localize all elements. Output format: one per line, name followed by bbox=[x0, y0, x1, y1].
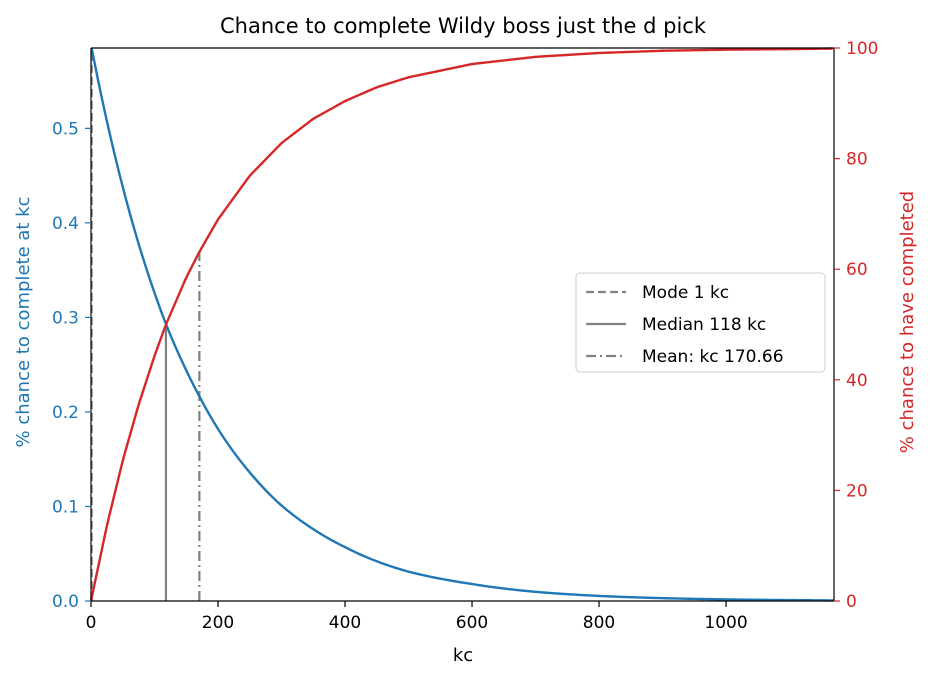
x-tick-label: 600 bbox=[456, 613, 488, 633]
y-right-tick-label: 40 bbox=[846, 371, 868, 391]
y-left-tick-label: 0.3 bbox=[52, 308, 79, 328]
chart-title: Chance to complete Wildy boss just the d… bbox=[220, 14, 707, 38]
legend-label-3: Mean: kc 170.66 bbox=[642, 347, 784, 367]
legend-label-1: Mode 1 kc bbox=[642, 283, 729, 303]
x-tick-label: 0 bbox=[86, 613, 97, 633]
x-tick-label: 1000 bbox=[704, 613, 747, 633]
y-right-tick-label: 0 bbox=[846, 592, 857, 612]
series-line-left bbox=[90, 47, 834, 602]
y-left-tick-label: 0.4 bbox=[52, 214, 79, 234]
legend-label-2: Median 118 kc bbox=[642, 315, 766, 335]
x-tick-label: 200 bbox=[202, 613, 234, 633]
x-tick-label: 400 bbox=[329, 613, 361, 633]
y-left-tick-label: 0.0 bbox=[52, 592, 79, 612]
y-axis-left-label: % chance to complete at kc bbox=[13, 197, 34, 448]
x-axis-label: kc bbox=[453, 645, 473, 666]
series-line-right bbox=[89, 47, 833, 602]
y-right-tick-label: 80 bbox=[846, 150, 868, 170]
legend-box bbox=[575, 272, 826, 373]
y-left-tick-label: 0.1 bbox=[52, 497, 79, 517]
y-axis-right-label: % chance to have completed bbox=[897, 191, 918, 453]
y-right-tick-label: 100 bbox=[846, 39, 878, 59]
y-right-tick-label: 60 bbox=[846, 260, 868, 280]
y-left-tick-label: 0.5 bbox=[52, 119, 79, 139]
x-tick-label: 800 bbox=[583, 613, 615, 633]
y-left-tick-label: 0.2 bbox=[52, 403, 79, 423]
y-right-tick-label: 20 bbox=[846, 481, 868, 501]
